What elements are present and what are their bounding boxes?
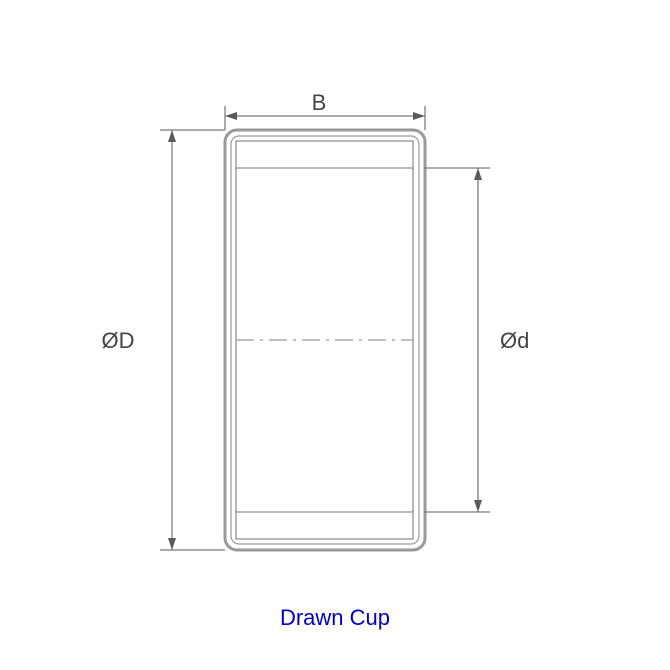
caption: Drawn Cup	[0, 605, 670, 631]
drawn-cup-diagram: B ØD Ød	[0, 0, 670, 670]
dim-label-D: ØD	[102, 328, 135, 353]
diagram-stage: B ØD Ød Drawn Cup	[0, 0, 670, 670]
dim-label-d: Ød	[500, 328, 529, 353]
dim-label-B: B	[312, 90, 327, 115]
